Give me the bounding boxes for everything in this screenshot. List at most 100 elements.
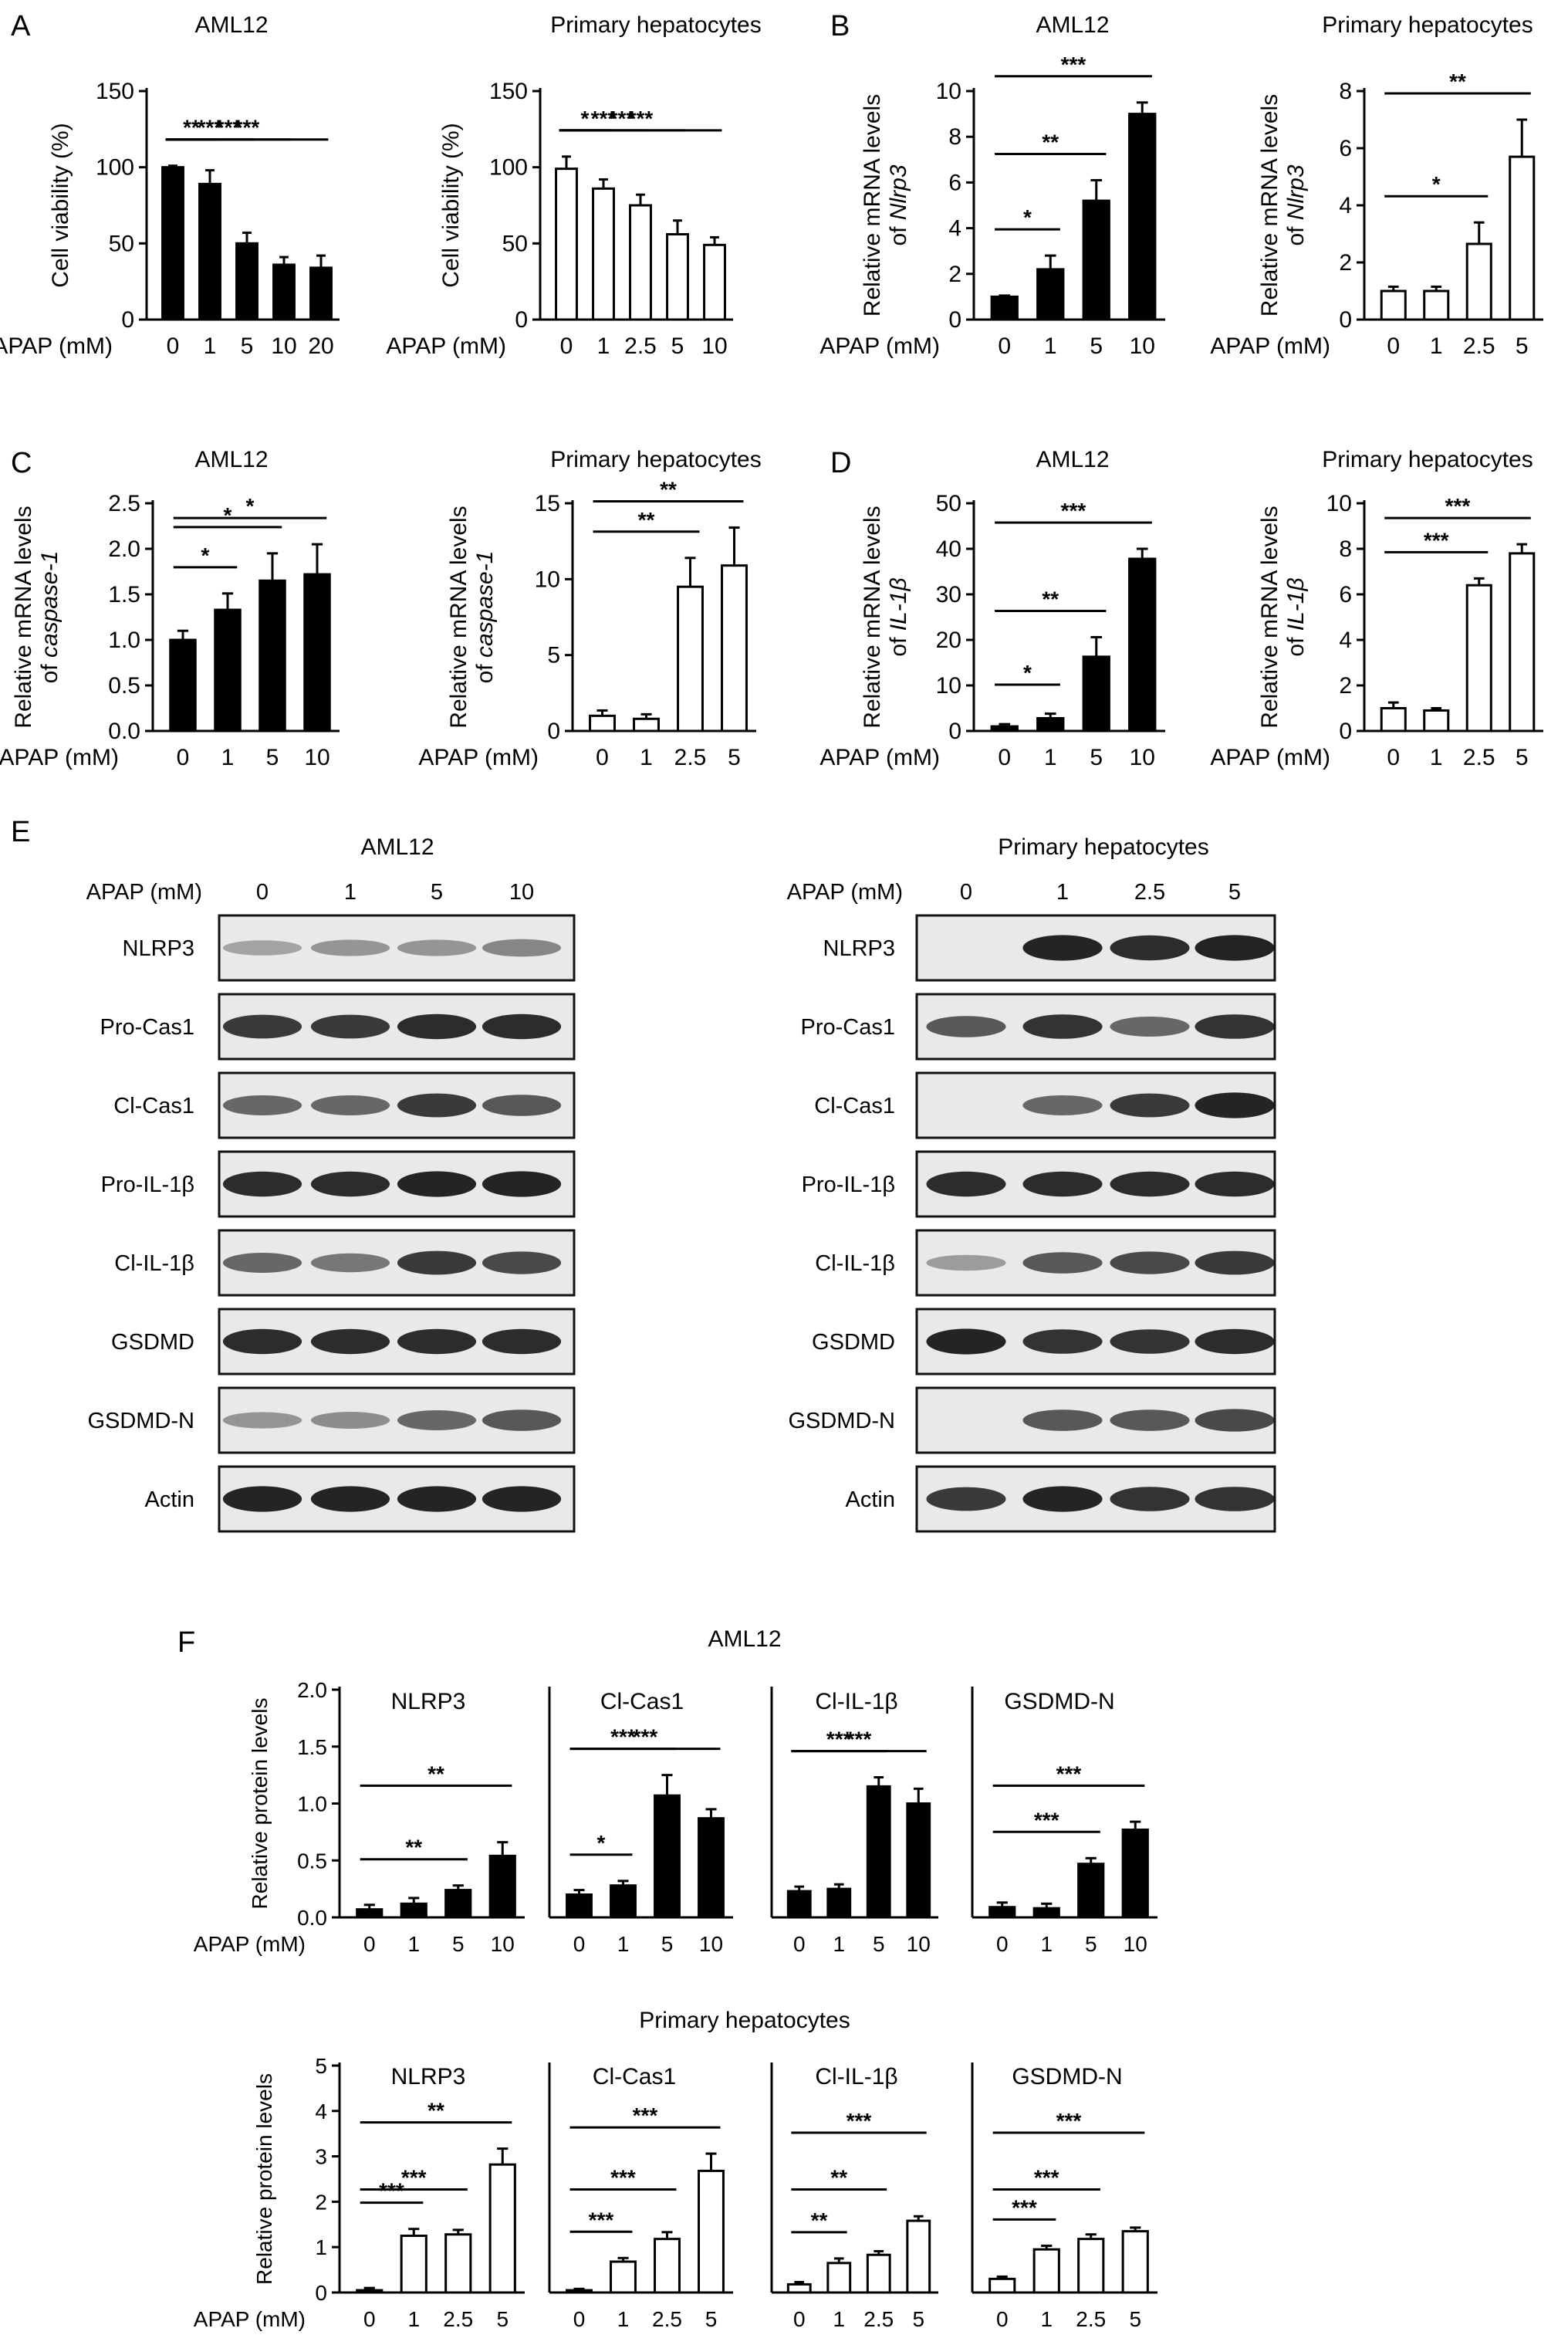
blot-right-band [1195, 935, 1275, 961]
y-tick-label: 150 [96, 79, 134, 104]
blot-left-band [222, 1328, 302, 1355]
x-axis-label: APAP (mM) [819, 333, 940, 359]
significance-label: *** [1056, 1761, 1082, 1785]
blot-right-band [1022, 1486, 1103, 1512]
blot-left-row-label: Cl-IL-1β [114, 1251, 194, 1276]
y-tick-label: 4 [1339, 628, 1352, 653]
y-axis-label: Relative protein levels [248, 1698, 272, 1910]
y-tick-label: 6 [1339, 136, 1352, 161]
y-tick-label: 0 [121, 307, 134, 333]
blot-right-band [926, 1328, 1006, 1355]
x-tick-label: 2.5 [863, 2307, 894, 2331]
y-tick-label: 1.0 [108, 628, 140, 653]
bar [654, 1794, 681, 1919]
significance-label: *** [610, 107, 635, 130]
blot-right-band [1195, 1092, 1275, 1118]
panel-letter-e: E [11, 816, 30, 848]
x-tick-label: 1 [833, 2307, 845, 2331]
blot-right-row-label: Actin [846, 1487, 895, 1512]
bar [1128, 113, 1157, 321]
blot-left-band [482, 1171, 562, 1197]
bar [633, 717, 660, 733]
x-axis-label: APAP (mM) [194, 1932, 306, 1956]
significance-label: *** [589, 2208, 614, 2232]
significance-label: ** [183, 116, 200, 140]
y-tick-label: 50 [109, 231, 134, 256]
y-axis-label: Relative mRNA levelsof IL-1β [860, 506, 911, 728]
bar [272, 263, 296, 321]
chart-title: NLRP3 [391, 2064, 466, 2090]
x-tick-label: 1 [1040, 1932, 1053, 1956]
significance-label: *** [1424, 528, 1449, 552]
significance-label: * [1432, 172, 1441, 196]
x-tick-label: 0 [996, 1932, 1009, 1956]
blot-left-row-label: Pro-IL-1β [101, 1172, 194, 1197]
blot-right-row-label: Cl-IL-1β [815, 1251, 895, 1276]
blot-left-row-label: Cl-Cas1 [113, 1094, 194, 1118]
bar [356, 2289, 384, 2294]
significance-label: *** [633, 1725, 658, 1749]
significance-label: *** [610, 2166, 636, 2190]
blot-left-row-label: GSDMD [111, 1330, 194, 1355]
significance-label: ** [830, 2166, 847, 2190]
significance-label: ** [427, 2099, 444, 2123]
chart-b-3: Primary hepatocytes 0 2 4 6 8 Relative mRNA le… [1210, 12, 1543, 359]
x-tick-label: 0 [996, 2307, 1009, 2331]
bar [698, 1817, 725, 1919]
significance-label: ** [405, 1836, 422, 1859]
chart-f-11: GSDMD-N 0 1 5 10 *** *** [971, 1687, 1157, 1956]
blot-left-band [222, 1171, 302, 1197]
blot-right-dose-label: 1 [1056, 880, 1069, 905]
chart-title: AML12 [194, 447, 268, 472]
blot-left-band [397, 939, 477, 956]
y-tick-label: 0 [315, 2281, 327, 2305]
y-tick-label: 50 [502, 231, 528, 256]
panel-letters: A B C D E F [11, 10, 851, 1659]
y-tick-label: 2.0 [108, 536, 140, 562]
x-tick-label: 0 [998, 333, 1011, 359]
significance-label: * [597, 1831, 606, 1855]
significance-label: *** [633, 2103, 658, 2127]
blot-left-band [397, 1250, 477, 1275]
y-tick-label: 40 [936, 536, 961, 562]
bar [1121, 2230, 1149, 2294]
bar [555, 168, 578, 321]
bar [444, 1889, 472, 1919]
y-tick-label: 0.5 [108, 673, 140, 699]
blot-left-row-label: Pro-Cas1 [100, 1015, 195, 1040]
x-tick-label: 1 [204, 333, 217, 359]
bar [1121, 1828, 1149, 1919]
x-axis-label: APAP (mM) [1210, 333, 1330, 359]
y-tick-label: 0.0 [297, 1906, 327, 1930]
bar [444, 2233, 472, 2294]
bar [1509, 155, 1536, 321]
blot-right-band [1195, 1250, 1275, 1275]
y-tick-label: 1.5 [297, 1735, 327, 1759]
blot-left-title: AML12 [360, 834, 434, 860]
bar [1082, 199, 1110, 321]
bar [169, 638, 197, 733]
significance-label: *** [826, 1727, 852, 1751]
blot-left-dose-label: 10 [509, 880, 534, 905]
bar [698, 2169, 725, 2294]
blot-left-band [222, 940, 302, 956]
bar [666, 232, 689, 321]
blot-right-row-label: GSDMD-N [788, 1409, 895, 1433]
x-tick-label: 0 [363, 2307, 376, 2331]
bar [1032, 1907, 1060, 1919]
bar [866, 1785, 891, 1919]
blot-left-band [222, 1014, 302, 1039]
y-tick-label: 8 [1339, 79, 1352, 104]
blot-left-dose-label: 1 [344, 880, 357, 905]
significance-label: *** [198, 116, 223, 140]
blot-left-membrane [218, 914, 576, 982]
x-tick-label: 1 [1040, 2307, 1053, 2331]
x-tick-label: 5 [1516, 333, 1529, 359]
blot-right-band [926, 1016, 1006, 1037]
x-tick-label: 5 [1129, 2307, 1141, 2331]
bar [629, 204, 652, 321]
x-tick-label: 1 [1430, 333, 1443, 359]
panel-f-aml12-title: AML12 [708, 1626, 781, 1652]
significance-label: * [246, 494, 255, 518]
